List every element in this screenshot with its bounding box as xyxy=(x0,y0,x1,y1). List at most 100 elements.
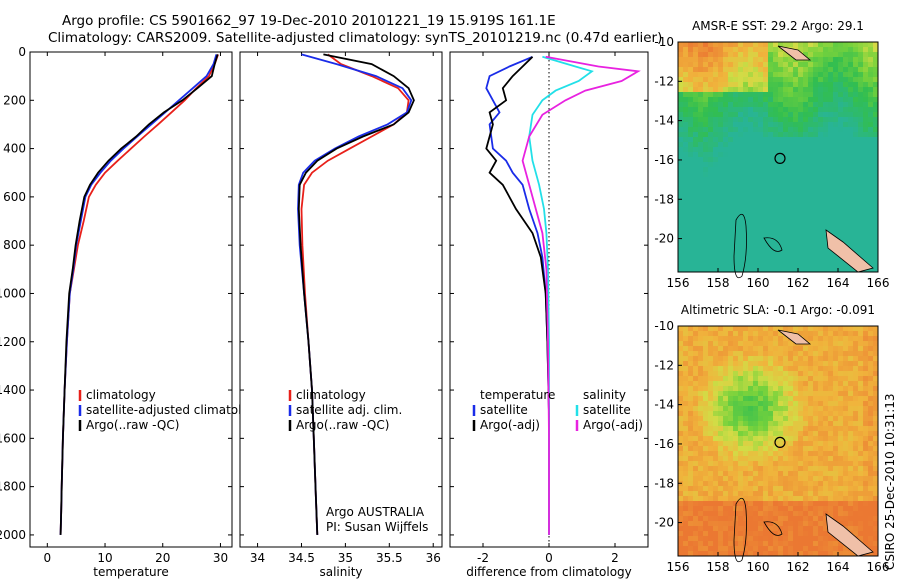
sla_map-cell xyxy=(773,446,779,452)
sla_map-cell xyxy=(808,371,814,377)
sst_map-cell xyxy=(758,127,764,133)
sst_map-cell xyxy=(748,72,754,78)
sla_map-cell xyxy=(708,356,714,362)
sla_map-cell xyxy=(843,446,849,452)
sst_map-cell xyxy=(678,257,684,263)
sla_map-cell xyxy=(688,436,694,442)
sst_map-cell xyxy=(708,62,714,68)
sst_map-cell xyxy=(823,262,829,268)
sst_map-cell xyxy=(678,42,684,48)
sst_map-cell xyxy=(843,157,849,163)
sst_map-cell xyxy=(708,237,714,243)
sst_map-cell xyxy=(778,232,784,238)
sst_map-cell xyxy=(733,157,739,163)
sst_map-cell xyxy=(723,107,729,113)
sst_map-cell xyxy=(863,137,869,143)
sst_map-cell xyxy=(758,242,764,248)
sst_map-cell xyxy=(803,132,809,138)
sla_map-cell xyxy=(868,411,874,417)
sla_map-cell xyxy=(838,451,844,457)
sst_map-cell xyxy=(743,242,749,248)
sst_map-cell xyxy=(718,87,724,93)
sla_map-cell xyxy=(748,441,754,447)
sla_map-cell xyxy=(783,461,789,467)
sst_map-cell xyxy=(763,222,769,228)
sst_map-cell xyxy=(703,147,709,153)
sla_map-cell xyxy=(678,336,684,342)
sst_map-cell xyxy=(828,42,834,48)
sst_map-cell xyxy=(683,157,689,163)
sst_map-cell xyxy=(788,117,794,123)
sst_map-cell xyxy=(788,237,794,243)
sst_map-cell xyxy=(758,147,764,153)
sla_map-cell xyxy=(703,381,709,387)
sla_map-cell xyxy=(818,526,824,532)
sla_map-cell xyxy=(773,466,779,472)
sla_map-cell xyxy=(713,491,719,497)
sst_map-cell xyxy=(848,82,854,88)
sst_map-cell xyxy=(713,187,719,193)
sst_map-cell xyxy=(698,77,704,83)
sla_map-cell xyxy=(708,446,714,452)
sla_map-cell xyxy=(733,446,739,452)
sst_map-cell xyxy=(858,142,864,148)
sst_map-cell xyxy=(828,177,834,183)
sla_map-cell xyxy=(848,511,854,517)
sst_map-cell xyxy=(693,212,699,218)
sst_map-cell xyxy=(693,147,699,153)
sla_map-cell xyxy=(798,361,804,367)
sla_map-cell xyxy=(708,501,714,507)
sla_map-cell xyxy=(738,531,744,537)
sst_map-cell xyxy=(823,42,829,48)
sst_map-cell xyxy=(818,207,824,213)
sla_map-cell xyxy=(703,471,709,477)
sla_map-cell xyxy=(783,376,789,382)
sst_map-cell xyxy=(788,147,794,153)
sla_map-cell xyxy=(678,506,684,512)
sla_map-cell xyxy=(703,446,709,452)
sst_map-cell xyxy=(793,192,799,198)
sla_map-frame xyxy=(677,325,879,557)
temperature-xlabel: temperature xyxy=(93,565,168,579)
sla_map-cell xyxy=(873,501,879,507)
sla_map-cell xyxy=(698,491,704,497)
sla_map-cell xyxy=(733,441,739,447)
sst_map-cell xyxy=(808,252,814,258)
sla_map-cell xyxy=(798,466,804,472)
sst_map-cell xyxy=(683,197,689,203)
sst_map-cell xyxy=(853,212,859,218)
sst_map-cell xyxy=(808,112,814,118)
sla_map-cell xyxy=(858,471,864,477)
sla_map-cell xyxy=(718,371,724,377)
sla_map-cell xyxy=(763,416,769,422)
sst_map-cell xyxy=(708,82,714,88)
sst_map-cell xyxy=(858,212,864,218)
sla_map-cell xyxy=(823,531,829,537)
sla_map-cell xyxy=(738,371,744,377)
sst_map-cell xyxy=(783,252,789,258)
sla_map-cell xyxy=(868,361,874,367)
sla_map-cell xyxy=(823,431,829,437)
sla_map-cell xyxy=(763,371,769,377)
sst_map-cell xyxy=(818,57,824,63)
sst_map-cell xyxy=(753,107,759,113)
sst_map-cell xyxy=(698,167,704,173)
sst_map-cell xyxy=(858,167,864,173)
sst_map-cell xyxy=(788,187,794,193)
sla_map-cell xyxy=(828,351,834,357)
sla_map-cell xyxy=(713,501,719,507)
sla_map-cell xyxy=(708,491,714,497)
sla_map-cell xyxy=(683,356,689,362)
sst_map-cell xyxy=(698,132,704,138)
sla_map-cell xyxy=(863,326,869,332)
sla_map-cell xyxy=(723,506,729,512)
figure-title-line1: Argo profile: CS 5901662_97 19-Dec-2010 … xyxy=(62,13,556,29)
sst_map-cell xyxy=(873,82,879,88)
sst_map-cell xyxy=(808,92,814,98)
salinity-xtick-label: 35 xyxy=(338,551,353,565)
sst_map-cell xyxy=(783,132,789,138)
sst_map-cell xyxy=(843,142,849,148)
sla_map-cell xyxy=(803,326,809,332)
sst_map-cell xyxy=(753,147,759,153)
sst_map-cell xyxy=(858,192,864,198)
